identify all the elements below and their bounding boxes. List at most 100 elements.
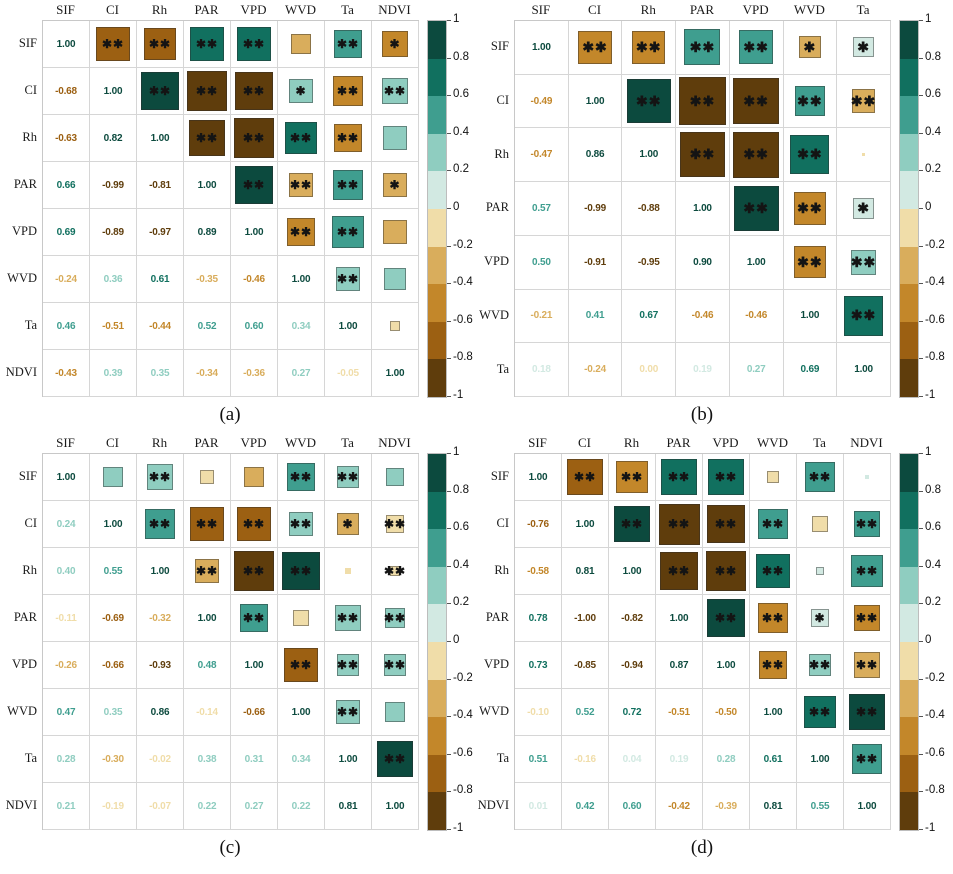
colorbar-band [900, 491, 918, 530]
row-label: NDVI [477, 798, 509, 812]
colorbar-band [900, 133, 918, 172]
significance-stars: ✱✱ [148, 517, 172, 531]
corr-cell: ✱✱ [372, 501, 419, 548]
significance-stars: ✱✱ [714, 517, 738, 531]
corr-cell: ✱ [837, 21, 891, 75]
corr-value: 0.66 [56, 179, 76, 191]
colorbar-band [428, 133, 446, 172]
colorbar-tick-mark [447, 791, 451, 793]
column-header-label: NDVI [378, 2, 411, 17]
row-label: Ta [24, 751, 37, 765]
corr-cell: ✱✱ [844, 595, 891, 642]
corr-cell: 0.01 [515, 783, 562, 830]
colorbar-tick-mark [919, 490, 923, 492]
corr-square [376, 740, 414, 778]
row-label: PAR [13, 610, 37, 624]
corr-value: -0.32 [149, 612, 171, 624]
corr-value: -0.46 [691, 310, 714, 322]
colorbar-tick-mark [919, 95, 923, 97]
colorbar-tick-label: 0.4 [453, 558, 469, 571]
corr-square [188, 119, 226, 157]
colorbar-tick-mark [919, 283, 923, 285]
significance-stars: ✱✱ [620, 470, 644, 484]
colorbar-band [428, 566, 446, 605]
corr-cell: 0.87 [656, 642, 703, 689]
corr-square [793, 192, 827, 225]
corr-cell: 0.82 [90, 115, 137, 162]
corr-cell: ✱✱ [609, 454, 656, 501]
corr-cell: ✱ [372, 162, 419, 209]
corr-value: -0.66 [102, 659, 124, 671]
corr-value: 1.00 [532, 41, 551, 53]
corr-value: 0.27 [291, 367, 311, 379]
corr-cell [372, 454, 419, 501]
significance-stars: ✱ [814, 611, 826, 625]
corr-value: -0.58 [527, 565, 549, 577]
significance-stars: ✱ [389, 178, 401, 192]
significance-stars: ✱ [857, 38, 870, 55]
corr-value: 0.89 [197, 226, 217, 238]
corr-cell: 0.81 [750, 783, 797, 830]
corr-grid: 1.00 ✱✱ ✱✱ ✱✱ 0.24 1.00 ✱✱ ✱✱ ✱✱ ✱✱ ✱ ✱✱ 0.40 0.55 1.0… [42, 453, 419, 830]
colorbar-tick-mark [447, 95, 451, 97]
significance-stars: ✱✱ [383, 517, 407, 531]
corr-value: -0.21 [530, 310, 553, 322]
column-header-label: WVD [284, 435, 317, 450]
significance-stars: ✱✱ [808, 705, 832, 719]
corr-value: 0.90 [693, 256, 712, 268]
corr-cell: -0.26 [43, 642, 90, 689]
corr-value: 0.35 [150, 367, 170, 379]
corr-value: 1.00 [103, 518, 123, 530]
corr-cell: ✱✱ [656, 548, 703, 595]
corr-cell: 0.67 [622, 289, 677, 344]
significance-stars: ✱✱ [689, 92, 716, 109]
corr-cell: ✱✱ [372, 642, 419, 689]
colorbar-tick-mark [447, 641, 451, 642]
corr-value: 1.00 [693, 202, 712, 214]
significance-stars: ✱ [295, 84, 307, 98]
corr-cell: ✱✱ [325, 162, 372, 209]
colorbar-tick-mark [919, 245, 923, 247]
corr-value: 0.42 [575, 800, 595, 812]
corr-cell: ✱✱ [137, 68, 184, 115]
significance-stars: ✱ [342, 517, 354, 531]
corr-cell: -0.50 [703, 689, 750, 736]
corr-value: 0.34 [291, 753, 311, 765]
corr-cell: ✱ [278, 68, 325, 115]
corr-square [335, 605, 361, 631]
corr-square [336, 700, 360, 724]
corr-cell: -0.43 [43, 350, 90, 397]
colorbar-tick-mark [447, 453, 451, 454]
corr-cell: -0.42 [656, 783, 703, 830]
colorbar-tick-mark [447, 829, 451, 830]
corr-value: -0.46 [243, 273, 265, 285]
column-header-label: SIF [56, 2, 75, 17]
corr-cell: 1.00 [231, 642, 278, 689]
colorbar-tick-label: 0.8 [925, 483, 941, 496]
corr-cell: 0.90 [676, 235, 730, 290]
corr-square [288, 511, 314, 537]
corr-square [853, 37, 874, 58]
significance-stars: ✱✱ [101, 37, 125, 51]
column-header-label: SIF [56, 435, 75, 450]
significance-stars: ✱✱ [383, 84, 407, 98]
corr-cell: ✱✱ [750, 548, 797, 595]
significance-stars: ✱✱ [242, 517, 266, 531]
colorbar-tick-label: 0 [453, 201, 460, 213]
colorbar-band [428, 171, 446, 209]
corr-cell: 1.00 [325, 303, 372, 350]
corr-cell: 1.00 [609, 548, 656, 595]
colorbar-tick-mark [919, 320, 923, 322]
colorbar-band [900, 171, 918, 209]
corr-cell: 0.40 [43, 548, 90, 595]
corr-square [766, 470, 780, 484]
significance-stars: ✱✱ [336, 131, 360, 145]
row-label: CI [496, 93, 510, 108]
corr-cell: 0.34 [278, 736, 325, 783]
column-header-label: VPD [742, 2, 769, 17]
corr-square [390, 321, 400, 331]
corr-value: -0.24 [584, 364, 606, 376]
corr-cell: ✱✱ [372, 595, 419, 642]
corr-cell: ✱✱ [325, 209, 372, 256]
colorbar [899, 20, 919, 398]
